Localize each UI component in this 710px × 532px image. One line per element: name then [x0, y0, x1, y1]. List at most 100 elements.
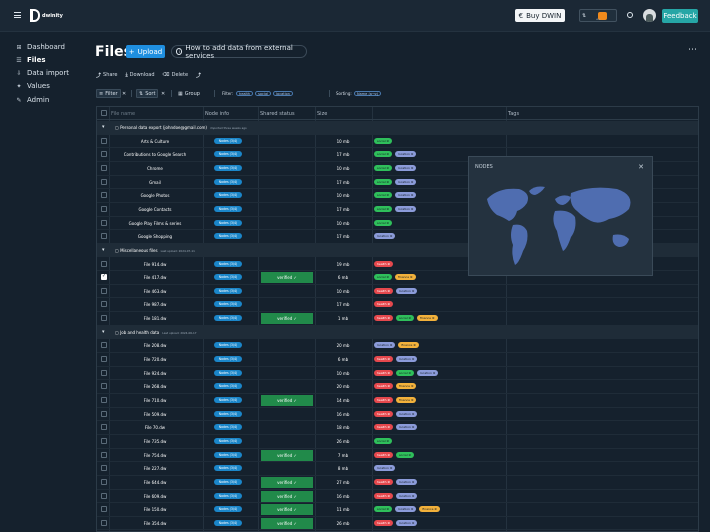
- avatar[interactable]: [643, 9, 656, 22]
- filter-button[interactable]: ≡ Filter: [96, 89, 121, 98]
- table-row[interactable]: File 509.dw Nodes (3/4) 16 mb health ⊗ locat…: [97, 408, 698, 422]
- node-badge[interactable]: Nodes (3/4): [214, 424, 242, 431]
- node-badge[interactable]: Nodes (3/4): [214, 192, 242, 199]
- tag-social[interactable]: social ⊗: [374, 274, 393, 281]
- table-row[interactable]: Contributions to Google Search Nodes (3/4…: [97, 148, 698, 162]
- table-row[interactable]: Google Contacts Nodes (3/4) 17 mb social ⊗ l…: [97, 203, 698, 217]
- file-name[interactable]: File 70.dw: [144, 425, 166, 431]
- file-name[interactable]: File 463.dw: [143, 288, 167, 294]
- file-name[interactable]: File 417.dw: [143, 275, 167, 281]
- tag-location[interactable]: location ⊗: [395, 492, 418, 499]
- hub-button[interactable]: ⇅ HUB: [579, 9, 617, 22]
- column-header-shared[interactable]: Shared status: [260, 111, 295, 117]
- filter-pill[interactable]: health: [236, 91, 254, 96]
- table-row[interactable]: File 70.dw Nodes (3/4) 18 mb health ⊗ locati…: [97, 421, 698, 435]
- column-header-node[interactable]: Node info: [205, 111, 230, 117]
- file-name[interactable]: Contributions to Google Search: [123, 152, 187, 158]
- tag-finance[interactable]: finance ⊗: [395, 383, 417, 390]
- row-checkbox[interactable]: [101, 192, 107, 199]
- row-checkbox[interactable]: [101, 151, 107, 158]
- table-row[interactable]: Google Photos Nodes (3/4) 10 mb social ⊗ loc…: [97, 189, 698, 203]
- tag-health[interactable]: health ⊗: [374, 315, 393, 322]
- tag-health[interactable]: health ⊗: [374, 478, 393, 485]
- tag-location[interactable]: location ⊗: [417, 369, 439, 376]
- row-checkbox[interactable]: [101, 233, 107, 240]
- table-row[interactable]: File 463.dw Nodes (3/4) 10 mb health ⊗ locat…: [97, 285, 698, 299]
- table-row[interactable]: File 609.dw Nodes (3/4) verified ✓ 16 mb hea…: [97, 490, 698, 504]
- tag-finance[interactable]: finance ⊗: [419, 506, 440, 513]
- tag-health[interactable]: health ⊗: [374, 519, 393, 526]
- menu-icon[interactable]: [14, 12, 21, 18]
- tag-social[interactable]: social ⊗: [374, 151, 393, 158]
- file-name[interactable]: Gmail: [149, 179, 161, 185]
- row-checkbox[interactable]: [101, 437, 107, 444]
- close-icon[interactable]: ✕: [638, 163, 644, 171]
- group-row[interactable]: ▾ ▢ Personal data export (johndoe@gmail.c…: [97, 121, 698, 135]
- upload-button[interactable]: + Upload: [126, 45, 165, 58]
- file-name[interactable]: File 754.dw: [143, 452, 167, 458]
- tag-location[interactable]: location ⊗: [395, 151, 417, 158]
- node-badge[interactable]: Nodes (3/4): [214, 465, 242, 472]
- collapse-caret-icon[interactable]: ▾: [102, 246, 105, 253]
- node-badge[interactable]: Nodes (3/4): [214, 506, 242, 513]
- collapse-caret-icon[interactable]: ▾: [102, 328, 105, 335]
- column-header-size[interactable]: Size: [317, 111, 328, 117]
- file-name[interactable]: Chrome: [147, 165, 163, 171]
- tag-finance[interactable]: finance ⊗: [417, 315, 438, 322]
- row-checkbox[interactable]: [101, 342, 107, 349]
- file-name[interactable]: File 735.dw: [143, 438, 167, 444]
- table-row[interactable]: File 268.dw Nodes (3/4) 20 mb health ⊗ finan…: [97, 380, 698, 394]
- tag-social[interactable]: social ⊗: [374, 178, 393, 185]
- table-row[interactable]: Google Play Films & series Nodes (3/4) 10 …: [97, 217, 698, 231]
- row-checkbox[interactable]: [101, 369, 107, 376]
- node-badge[interactable]: Nodes (3/4): [214, 492, 242, 499]
- sidebar-item-admin[interactable]: ✎ Admin: [16, 96, 49, 104]
- node-badge[interactable]: Nodes (3/4): [214, 356, 242, 363]
- row-checkbox[interactable]: [101, 205, 107, 212]
- tag-location[interactable]: location ⊗: [395, 424, 418, 431]
- row-checkbox[interactable]: [101, 451, 107, 458]
- tag-location[interactable]: location ⊗: [395, 356, 418, 363]
- node-badge[interactable]: Nodes (3/4): [214, 164, 242, 171]
- node-badge[interactable]: Nodes (3/4): [214, 519, 242, 526]
- table-row[interactable]: Gmail Nodes (3/4) 17 mb social ⊗ location ⊗: [97, 176, 698, 190]
- tag-social[interactable]: social ⊗: [395, 315, 414, 322]
- buy-dwin-button[interactable]: € Buy DWIN: [515, 9, 565, 22]
- file-name[interactable]: File 268.dw: [143, 384, 167, 390]
- node-badge[interactable]: Nodes (3/4): [214, 219, 242, 226]
- tag-finance[interactable]: finance ⊗: [398, 342, 419, 349]
- node-badge[interactable]: Nodes (3/4): [214, 205, 242, 212]
- tag-social[interactable]: social ⊗: [395, 451, 414, 458]
- file-name[interactable]: File 644.dw: [143, 479, 167, 485]
- node-badge[interactable]: Nodes (3/4): [214, 437, 242, 444]
- file-name[interactable]: File 227.dw: [143, 466, 167, 472]
- table-row[interactable]: File 735.dw Nodes (3/4) 26 mb social ⊗: [97, 435, 698, 449]
- node-badge[interactable]: Nodes (3/4): [214, 410, 242, 417]
- node-badge[interactable]: Nodes (3/4): [214, 369, 242, 376]
- table-row[interactable]: File 644.dw Nodes (3/4) verified ✓ 27 mb hea…: [97, 476, 698, 490]
- sidebar-item-data-import[interactable]: ⇩ Data import: [16, 69, 69, 77]
- table-row[interactable]: File 354.dw Nodes (3/4) verified ✓ 26 mb hea…: [97, 517, 698, 531]
- row-checkbox[interactable]: [101, 506, 107, 513]
- clear-sort-icon[interactable]: ✕: [161, 90, 166, 97]
- file-name[interactable]: File 720.dw: [143, 357, 167, 363]
- node-badge[interactable]: Nodes (3/4): [214, 451, 242, 458]
- node-badge[interactable]: Nodes (3/4): [214, 315, 242, 322]
- tag-social[interactable]: social ⊗: [374, 137, 393, 144]
- logo[interactable]: dwinity: [30, 9, 63, 22]
- row-checkbox[interactable]: [101, 164, 107, 171]
- table-row[interactable]: File 150.dw Nodes (3/4) verified ✓ 11 mb soc…: [97, 503, 698, 517]
- tag-social[interactable]: social ⊗: [374, 192, 393, 199]
- table-row[interactable]: File 914.dw Nodes (3/4) 19 mb health ⊗: [97, 258, 698, 272]
- download-button[interactable]: ⤓ Download: [125, 72, 154, 79]
- clear-filter-icon[interactable]: ✕: [122, 90, 127, 97]
- file-name[interactable]: File 208.dw: [143, 343, 167, 349]
- row-checkbox[interactable]: [101, 410, 107, 417]
- tag-location[interactable]: location ⊗: [395, 164, 417, 171]
- file-name[interactable]: File 509.dw: [143, 411, 167, 417]
- file-name[interactable]: Google Shopping: [137, 234, 173, 240]
- table-row[interactable]: File 208.dw Nodes (3/4) 20 mb location ⊗ fin…: [97, 339, 698, 354]
- table-row[interactable]: Chrome Nodes (3/4) 10 mb social ⊗ location ⊗: [97, 162, 698, 176]
- file-name[interactable]: Google Play Films & series: [128, 220, 182, 226]
- row-checkbox[interactable]: [101, 287, 107, 294]
